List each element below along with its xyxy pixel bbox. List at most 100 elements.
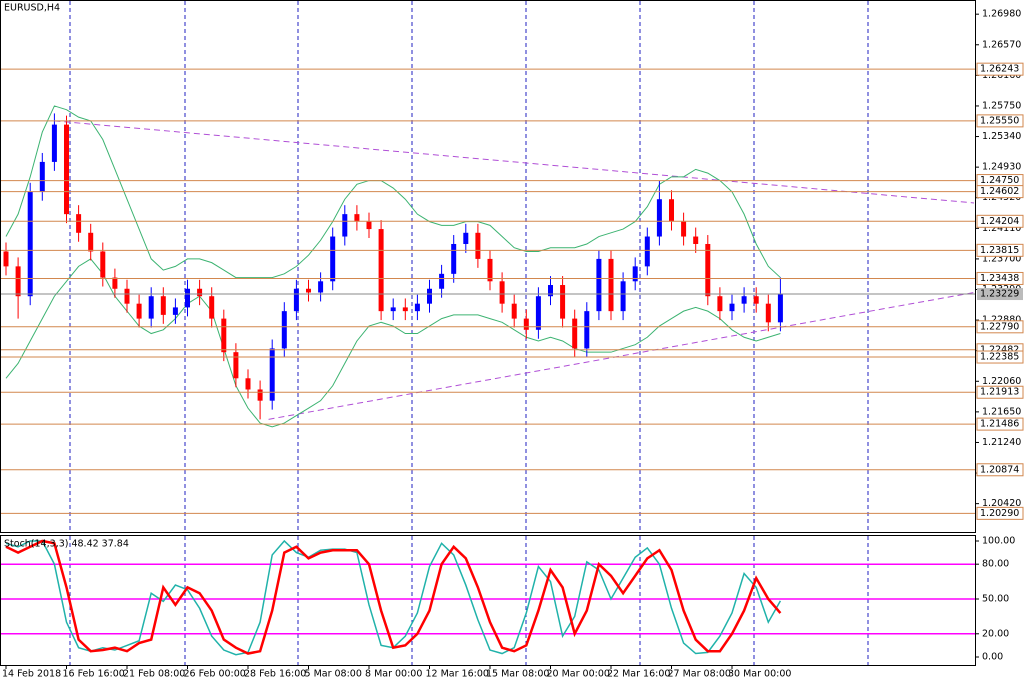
y-tick-label: 1.22060 <box>982 376 1021 387</box>
candle-body <box>717 296 723 312</box>
candle-body <box>572 318 578 349</box>
candle-body <box>390 307 396 312</box>
y-tick-label: 0.00 <box>982 651 1003 662</box>
x-tick-label: 21 Feb 08:00 <box>123 669 185 680</box>
level-label: 1.22385 <box>980 352 1019 363</box>
candle-body <box>548 285 553 297</box>
candle-body <box>257 389 263 401</box>
level-label: 1.22790 <box>980 321 1019 332</box>
level-label-box <box>976 463 1024 477</box>
y-tick-label: 1.24110 <box>982 223 1021 234</box>
y-tick-label: 1.26570 <box>982 39 1021 50</box>
candle-body <box>560 285 566 319</box>
level-label-box <box>976 417 1024 431</box>
x-tick-label: 22 Mar 16:00 <box>607 669 670 680</box>
candle-body <box>366 221 372 230</box>
candle-body <box>172 307 178 315</box>
level-label: 1.24602 <box>980 186 1019 197</box>
candle-body <box>741 296 747 304</box>
level-label: 1.26243 <box>980 64 1019 75</box>
candle-body <box>523 318 529 330</box>
candle-body <box>535 296 541 330</box>
y-tick-label: 1.20420 <box>982 498 1021 509</box>
current-price-label: 1.23229 <box>980 289 1019 300</box>
level-label-box <box>976 385 1024 399</box>
level-label-box <box>976 350 1024 364</box>
candle-body <box>245 378 251 390</box>
candle-body <box>644 236 650 267</box>
candle-body <box>632 266 638 282</box>
candle-body <box>221 318 227 353</box>
candle-body <box>777 293 783 323</box>
candle-body <box>76 214 82 233</box>
level-label-box <box>976 214 1024 228</box>
level-label: 1.25550 <box>980 115 1019 126</box>
stoch-title: Stoch(14,3,3) 48.42 37.84 <box>4 539 129 550</box>
level-label: 1.24750 <box>980 175 1019 186</box>
level-label-box <box>976 271 1024 285</box>
candle-body <box>3 251 9 267</box>
x-tick-label: 5 Mar 08:00 <box>305 669 362 680</box>
x-tick-label: 14 Feb 2018 <box>2 669 61 680</box>
candle-body <box>681 221 687 237</box>
candle-body <box>136 303 142 319</box>
candle-body <box>669 199 674 222</box>
candle-body <box>39 161 45 192</box>
candle-body <box>293 288 299 312</box>
candle-body <box>15 266 21 297</box>
stoch-line <box>5 539 782 655</box>
y-tick-label: 1.21650 <box>982 406 1021 417</box>
candle-body <box>51 124 57 162</box>
x-tick-label: 15 Mar 08:00 <box>486 669 549 680</box>
candle-body <box>342 214 348 237</box>
level-label-box <box>976 320 1024 334</box>
candle-body <box>487 258 493 282</box>
candle-body <box>439 273 445 289</box>
level-label-box <box>976 114 1024 128</box>
x-tick-label: 30 Mar 00:00 <box>728 669 791 680</box>
y-tick-label: 1.23700 <box>982 253 1021 264</box>
bollinger-band <box>5 105 781 279</box>
candle-body <box>281 311 287 349</box>
candle-body <box>414 303 420 312</box>
chart-title: EURUSD,H4 <box>4 3 60 14</box>
candle-body <box>656 199 662 237</box>
candle-body <box>620 281 626 312</box>
candle-body <box>693 236 699 244</box>
candle-body <box>499 281 505 304</box>
level-label: 1.23815 <box>980 245 1019 256</box>
candle-body <box>705 243 711 297</box>
candle-body <box>451 243 457 274</box>
y-tick-label: 1.26980 <box>982 9 1021 20</box>
candle-body <box>427 288 432 304</box>
candle-body <box>148 296 154 319</box>
candle-body <box>596 258 602 312</box>
candle-body <box>765 303 771 323</box>
y-tick-label: 80.00 <box>982 559 1009 570</box>
candle-body <box>160 296 166 315</box>
current-price-box <box>977 288 1023 301</box>
y-tick-label: 1.22880 <box>982 315 1021 326</box>
candle-body <box>584 311 590 349</box>
level-label: 1.20290 <box>980 508 1019 519</box>
candle-body <box>378 229 384 312</box>
y-tick-label: 100.00 <box>982 535 1015 546</box>
candle-body <box>608 258 614 312</box>
x-tick-label: 26 Feb 00:00 <box>184 669 246 680</box>
level-label-box <box>976 506 1024 520</box>
candle-body <box>64 124 69 215</box>
y-tick-label: 1.25340 <box>982 131 1021 142</box>
level-label: 1.23438 <box>980 273 1019 284</box>
candle-body <box>753 296 759 304</box>
x-tick-label: 8 Mar 00:00 <box>365 669 422 680</box>
candle-body <box>402 307 408 312</box>
candle-body <box>269 348 275 401</box>
x-tick-label: 16 Feb 16:00 <box>63 669 125 680</box>
x-tick-label: 20 Mar 00:00 <box>547 669 610 680</box>
level-label-box <box>976 185 1024 199</box>
bollinger-band <box>5 258 781 428</box>
trend-line <box>54 120 975 204</box>
candle-body <box>354 214 360 222</box>
level-label: 1.24204 <box>980 216 1019 227</box>
